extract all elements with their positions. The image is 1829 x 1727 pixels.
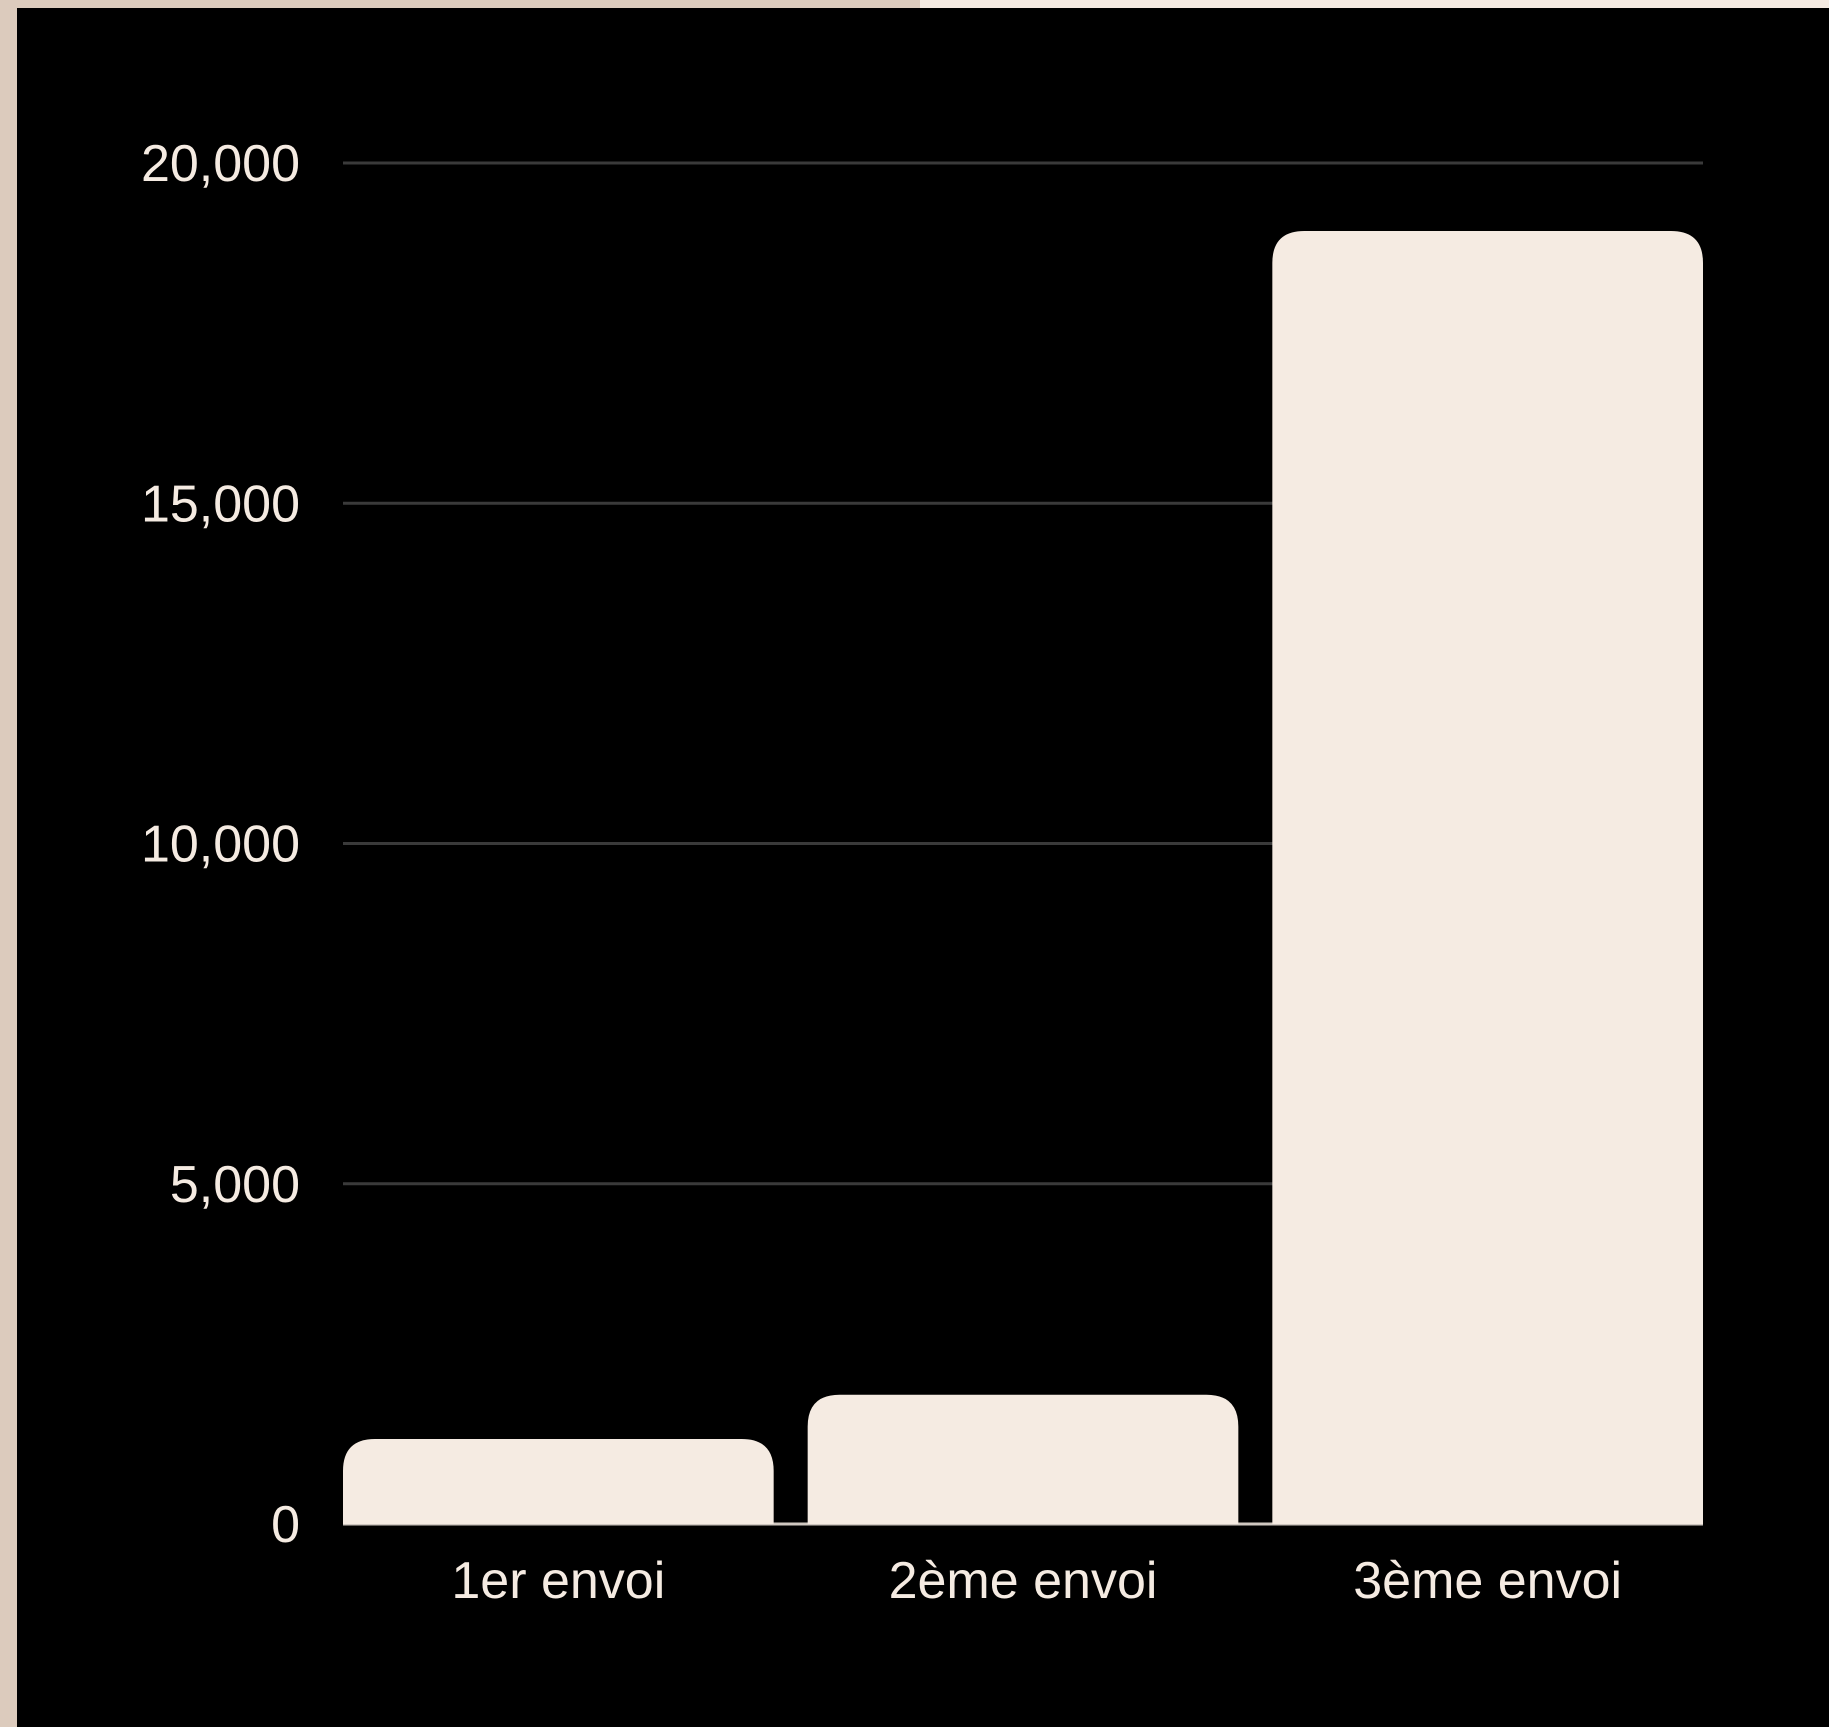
y-tick-label: 0 xyxy=(271,1496,300,1554)
y-tick-label: 10,000 xyxy=(141,816,300,874)
y-tick-label: 20,000 xyxy=(141,135,300,193)
y-axis-labels: 0 5,000 10,000 15,000 20,000 xyxy=(141,135,300,1554)
bar-3 xyxy=(1272,231,1703,1524)
x-category-label: 3ème envoi xyxy=(1353,1552,1622,1610)
x-category-label: 2ème envoi xyxy=(889,1552,1158,1610)
bars xyxy=(343,231,1703,1524)
y-tick-label: 15,000 xyxy=(141,475,300,533)
x-category-label: 1er envoi xyxy=(451,1552,665,1610)
bar-1 xyxy=(343,1438,774,1524)
x-axis-labels: 1er envoi 2ème envoi 3ème envoi xyxy=(451,1552,1622,1610)
bar-2 xyxy=(807,1394,1239,1524)
y-tick-label: 5,000 xyxy=(170,1156,300,1214)
frame-left-edge xyxy=(0,0,17,1727)
frame-top-edge-right xyxy=(920,0,1829,8)
frame-top-edge-left xyxy=(0,0,920,8)
